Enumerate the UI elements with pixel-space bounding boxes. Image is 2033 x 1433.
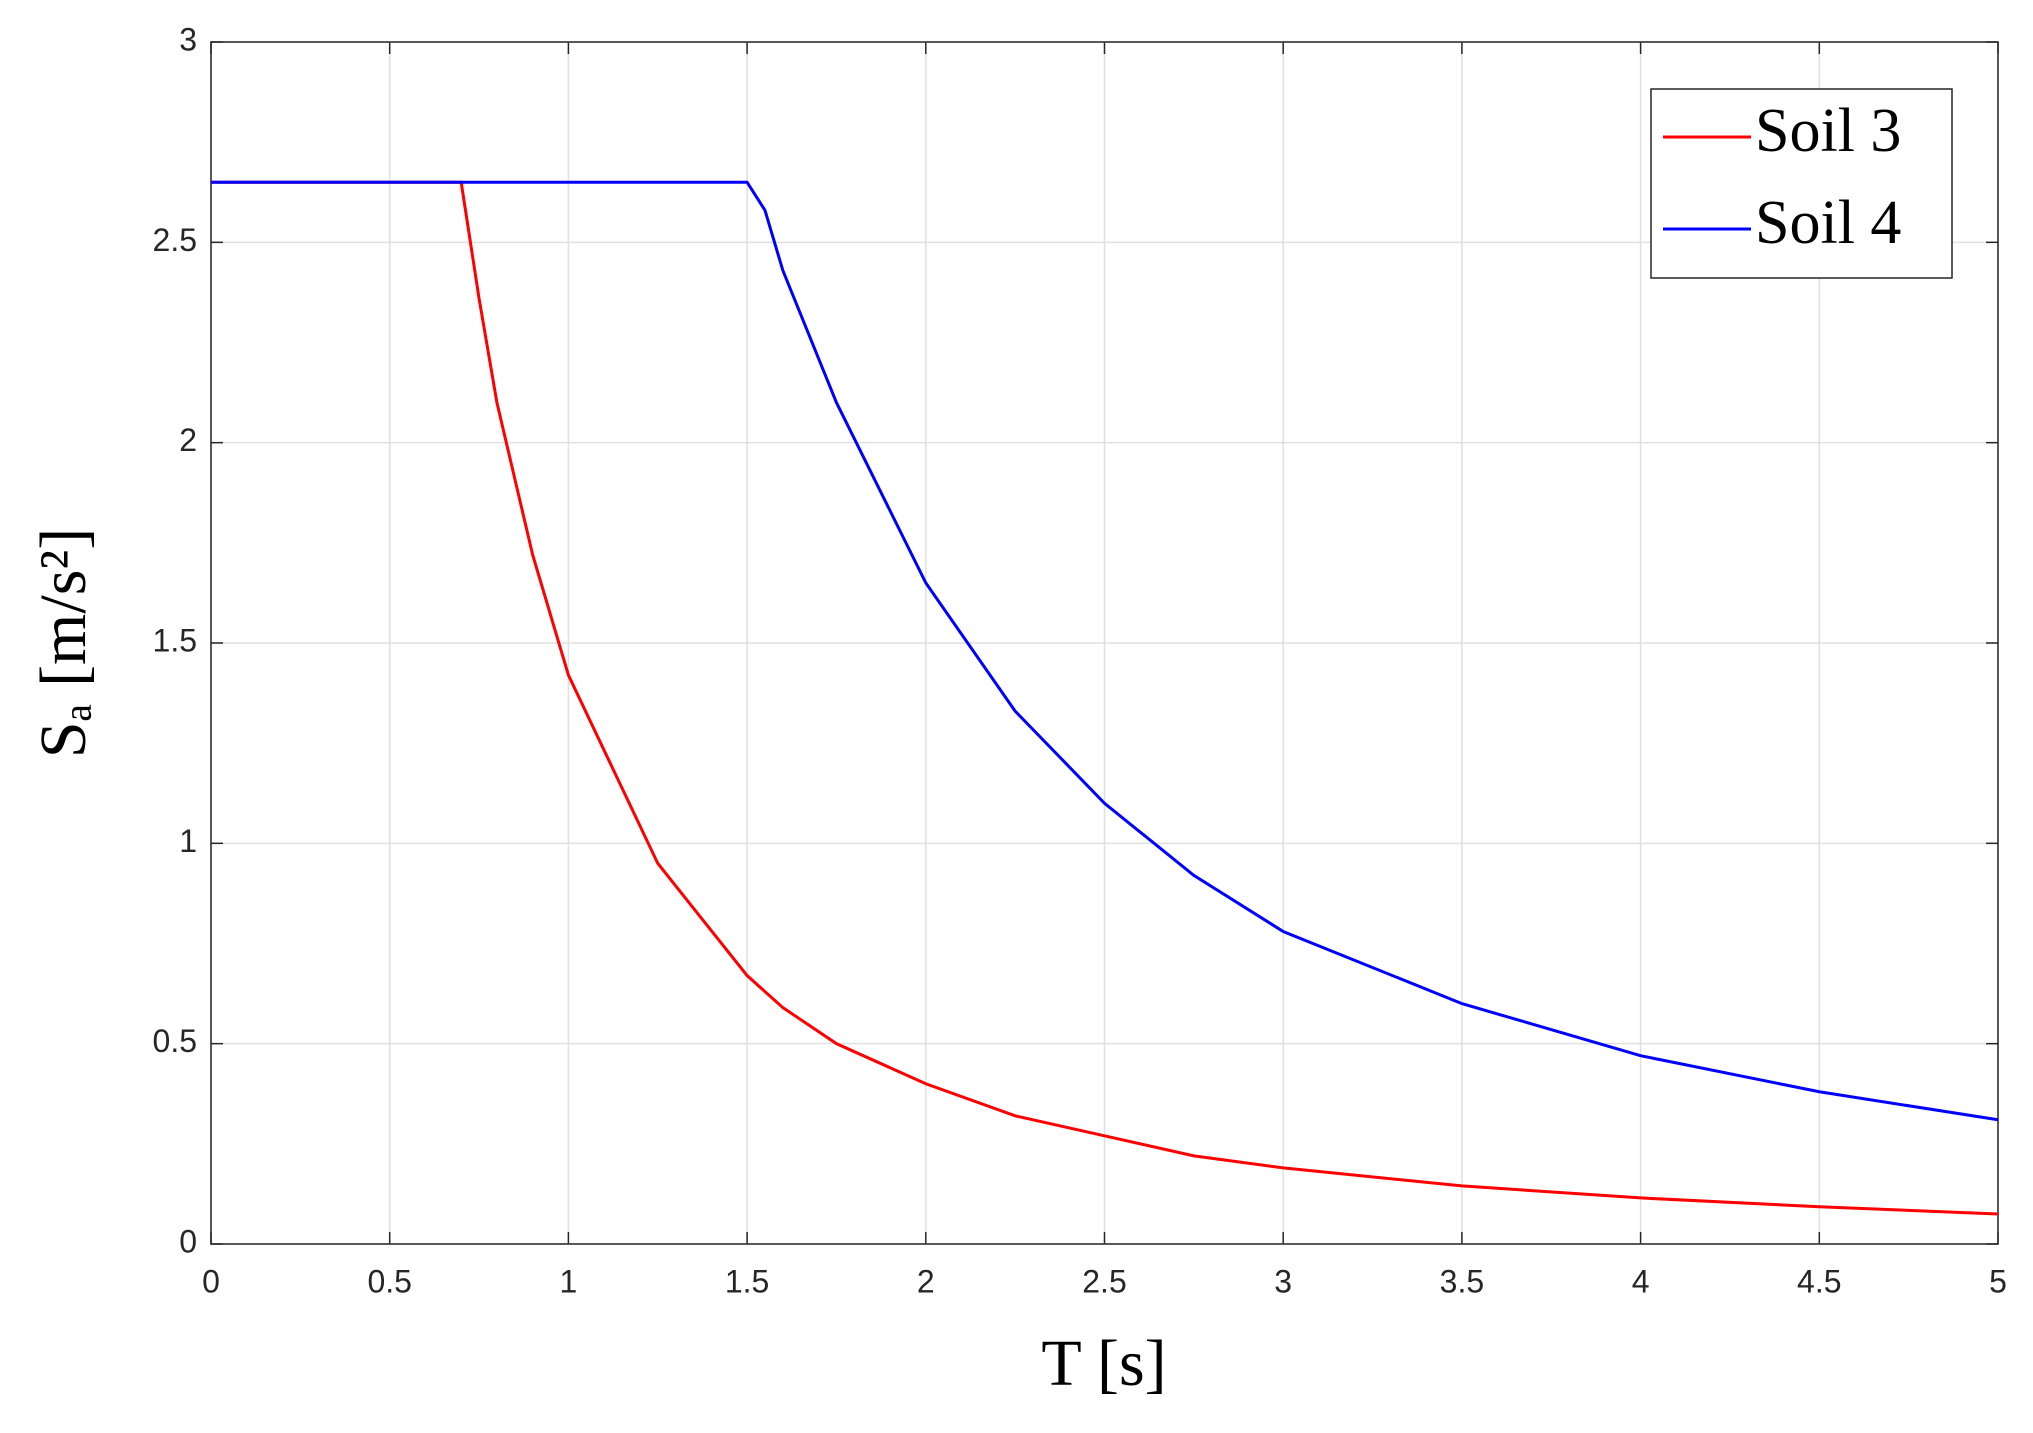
x-tick-label: 2: [917, 1263, 935, 1299]
y-tick-label: 0: [179, 1223, 197, 1259]
y-tick-label: 2.5: [153, 222, 197, 258]
legend-label: Soil 3: [1755, 97, 1901, 165]
x-tick-label: 3.5: [1440, 1263, 1484, 1299]
series-line: [211, 180, 1999, 1122]
x-tick-label: 1: [560, 1263, 578, 1299]
y-tick-label: 3: [179, 21, 197, 57]
x-tick-label: 0.5: [367, 1263, 411, 1299]
x-tick-label: 4.5: [1797, 1263, 1841, 1299]
series-line: [211, 180, 1999, 1216]
x-axis-label: T [s]: [1041, 1327, 1166, 1400]
x-tick-label: 5: [1989, 1263, 2007, 1299]
x-tick-label: 1.5: [725, 1263, 769, 1299]
y-tick-label: 1.5: [153, 622, 197, 658]
x-tick-label: 3: [1274, 1263, 1292, 1299]
legend-label: Soil 4: [1755, 189, 1901, 257]
y-axis-label: Sₐ [m/s²]: [27, 528, 100, 758]
x-tick-label: 2.5: [1082, 1263, 1126, 1299]
x-tick-label: 4: [1632, 1263, 1650, 1299]
y-tick-label: 0.5: [153, 1023, 197, 1059]
legend-box: [1650, 88, 1953, 279]
x-tick-label: 0: [202, 1263, 220, 1299]
plot-frame: [210, 41, 1999, 1245]
y-tick-label: 2: [179, 422, 197, 458]
y-tick-label: 1: [179, 823, 197, 859]
